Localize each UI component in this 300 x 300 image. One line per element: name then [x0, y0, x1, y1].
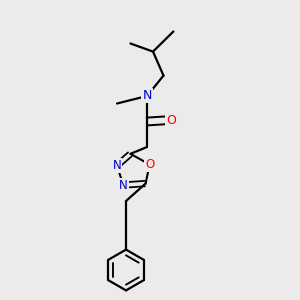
Text: O: O: [166, 113, 176, 127]
Text: O: O: [145, 158, 154, 171]
Text: N: N: [119, 178, 128, 192]
Text: N: N: [112, 159, 121, 172]
Text: N: N: [142, 89, 152, 103]
